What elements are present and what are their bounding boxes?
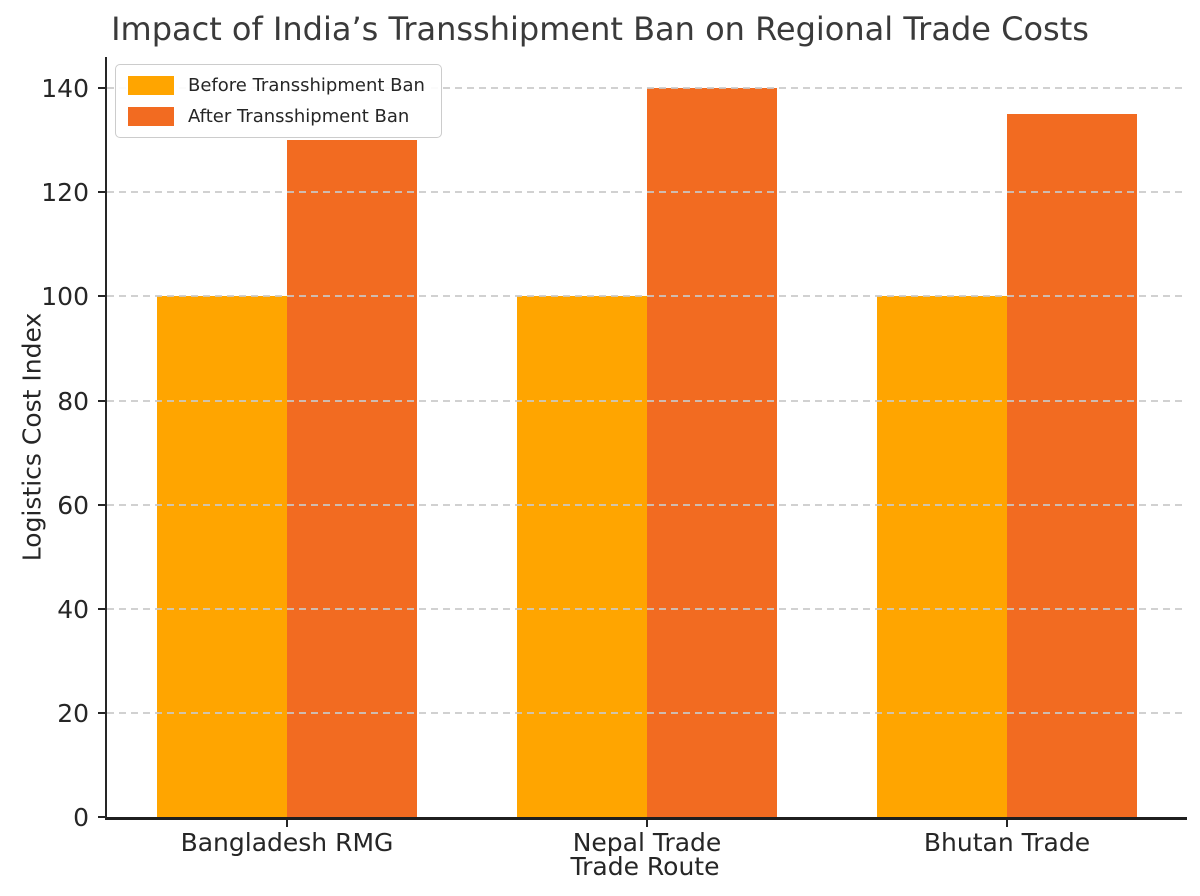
y-axis-tick-label: 40 [57, 594, 89, 624]
bar-before-transshipment-ban-bhutan-trade [877, 296, 1007, 817]
bar-before-transshipment-ban-bangladesh-rmg [157, 296, 287, 817]
y-gridline-60 [107, 503, 1187, 506]
y-axis-tick-label: 80 [57, 386, 89, 416]
legend-entry-before-transshipment-ban: Before Transshipment Ban [128, 75, 425, 96]
legend-swatch-before-transshipment-ban [128, 76, 174, 95]
x-axis-tick [286, 820, 288, 827]
y-axis-tick [98, 399, 105, 402]
y-axis-tick-label: 100 [41, 282, 89, 312]
x-axis-tick [646, 820, 648, 827]
y-axis-tick-label: 20 [57, 698, 89, 728]
legend-entry-after-transshipment-ban: After Transshipment Ban [128, 106, 425, 127]
y-axis-tick [98, 191, 105, 194]
y-axis-tick [98, 607, 105, 610]
y-axis-tick [98, 295, 105, 298]
y-gridline-80 [107, 399, 1187, 402]
x-axis-tick-label: Bhutan Trade [923, 828, 1091, 857]
legend-label-before-transshipment-ban: Before Transshipment Ban [188, 75, 425, 96]
bar-after-transshipment-ban-bhutan-trade [1007, 114, 1137, 817]
y-axis-tick-label: 140 [41, 74, 89, 104]
x-axis-tick-label: Nepal Trade [572, 828, 722, 857]
chart-title: Impact of India’s Transshipment Ban on R… [111, 10, 1089, 48]
x-axis-tick [1006, 820, 1008, 827]
y-gridline-100 [107, 295, 1187, 298]
bar-after-transshipment-ban-bangladesh-rmg [287, 140, 417, 817]
x-axis-label: Trade Route [570, 852, 720, 881]
bar-before-transshipment-ban-nepal-trade [517, 296, 647, 817]
y-axis-tick [98, 87, 105, 90]
y-gridline-120 [107, 191, 1187, 194]
y-axis-tick-label: 120 [41, 178, 89, 208]
legend-label-after-transshipment-ban: After Transshipment Ban [188, 106, 410, 127]
y-gridline-20 [107, 711, 1187, 714]
y-axis-tick [98, 816, 105, 818]
x-axis-tick-label: Bangladesh RMG [180, 828, 394, 857]
y-axis-tick-label: 60 [57, 490, 89, 520]
y-gridline-140 [107, 87, 1187, 90]
y-axis-tick [98, 711, 105, 714]
y-axis-label: Logistics Cost Index [17, 312, 47, 562]
plot-area: Before Transshipment Ban After Transshipm… [41, 57, 1187, 857]
legend: Before Transshipment Ban After Transshipm… [115, 64, 442, 138]
y-axis-tick [98, 503, 105, 506]
y-gridline-40 [107, 607, 1187, 610]
y-axis-tick-label: 0 [73, 803, 89, 832]
legend-swatch-after-transshipment-ban [128, 107, 174, 126]
bar-after-transshipment-ban-nepal-trade [647, 88, 777, 817]
